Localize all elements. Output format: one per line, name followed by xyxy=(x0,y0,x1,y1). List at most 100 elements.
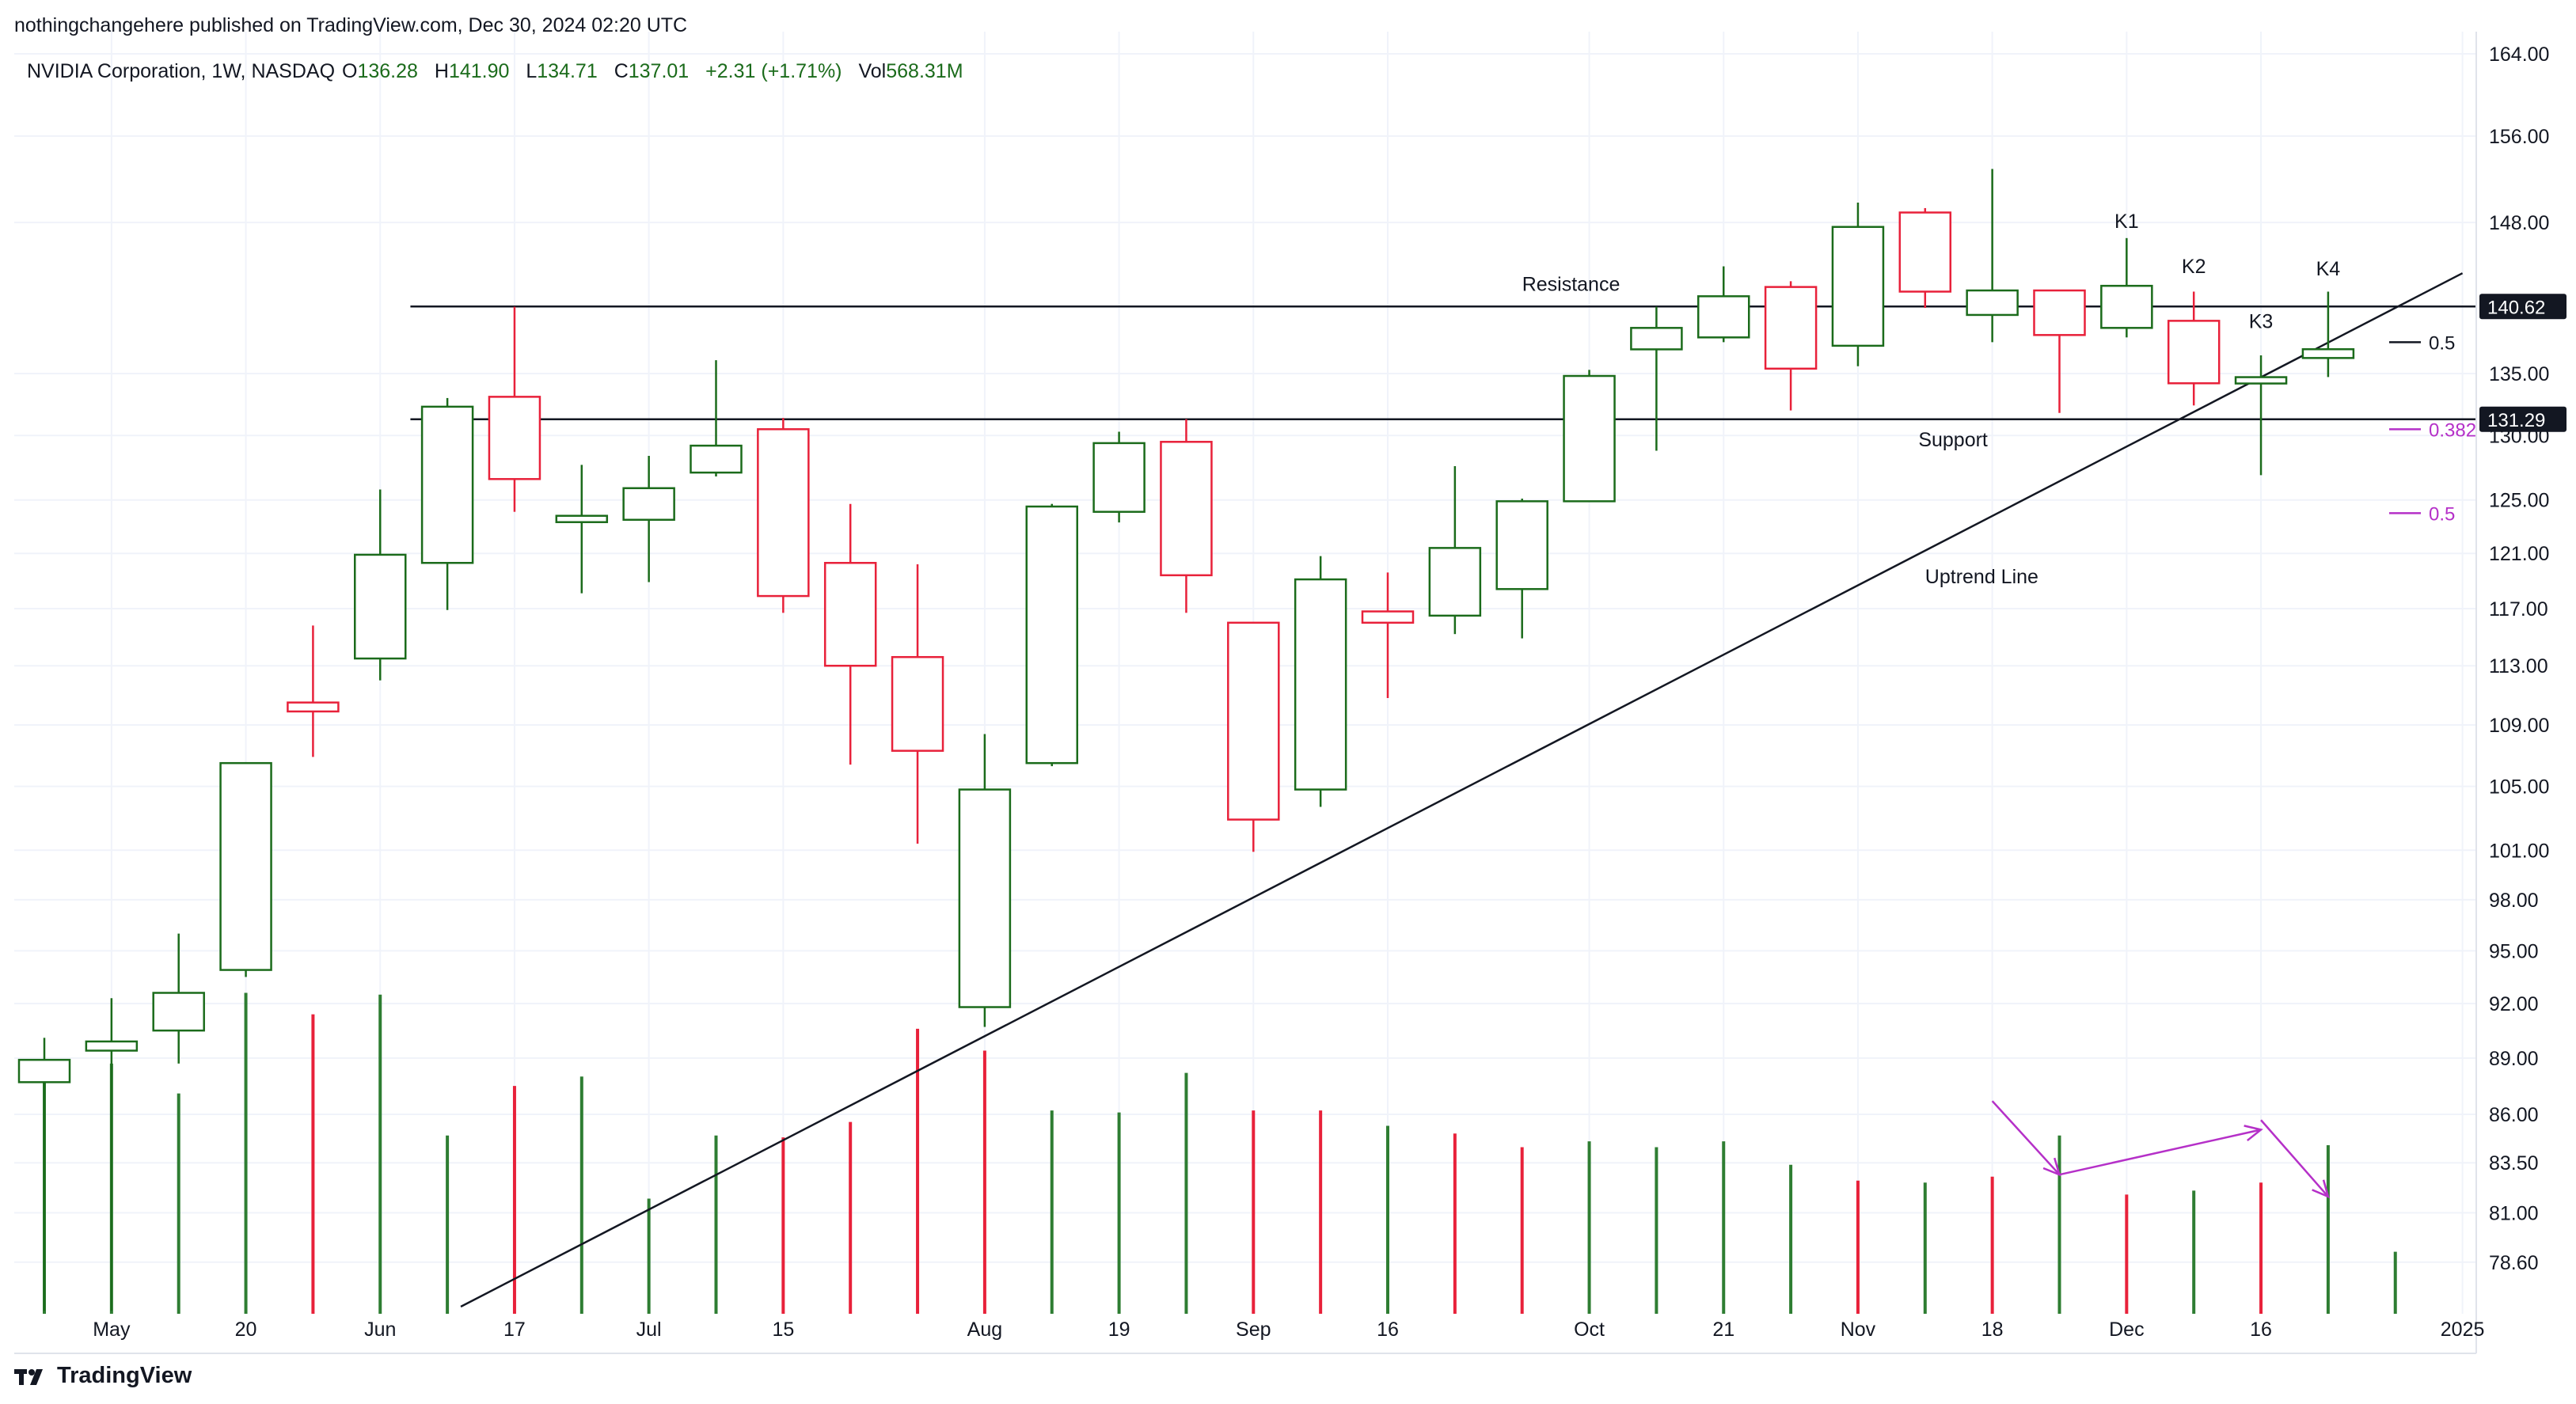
volume-bars xyxy=(43,992,2397,1314)
volume-arrow-shaft xyxy=(2059,1129,2262,1176)
price-tick-label: 121.00 xyxy=(2489,543,2549,565)
candle-body xyxy=(85,1040,139,1052)
candles xyxy=(17,169,2355,1311)
price-tick-label: 113.00 xyxy=(2489,655,2548,677)
volume-arrow-head xyxy=(2244,1125,2263,1142)
candle-body xyxy=(1361,610,1415,624)
candle-body xyxy=(757,428,810,598)
uptrend-line xyxy=(460,272,2464,1308)
candle-body xyxy=(219,761,272,971)
footer-brand: TradingView xyxy=(14,1363,192,1389)
trend-line: Uptrend Line xyxy=(460,272,2464,1308)
candle-body xyxy=(488,396,541,480)
candle-body xyxy=(420,405,474,564)
price-tick-label: 148.00 xyxy=(2489,212,2549,234)
price-tick-label: 89.00 xyxy=(2489,1048,2539,1070)
time-tick-label: Sep xyxy=(1236,1319,1271,1341)
candle-body xyxy=(1495,500,1548,590)
annotations: K1 K2 K3 K4 xyxy=(2114,211,2340,332)
price-tick-label: 92.00 xyxy=(2489,993,2539,1015)
candle-body xyxy=(690,444,743,474)
volume-arrow-head xyxy=(2312,1179,2330,1199)
fib-levels: 0.5 0.382 0.5 xyxy=(2389,332,2476,525)
trend-label: Uptrend Line xyxy=(1925,566,2038,588)
candle-body xyxy=(1764,286,1818,370)
volume-arrow-shaft xyxy=(1991,1100,2061,1176)
publisher-caption: nothingchangehere published on TradingVi… xyxy=(14,14,688,36)
candle-annotation: K4 xyxy=(2316,258,2341,280)
time-tick-label: Dec xyxy=(2109,1319,2144,1341)
candle-body xyxy=(17,1058,71,1083)
price-tick-label: 135.00 xyxy=(2489,363,2549,385)
fib-label: 0.5 xyxy=(2429,503,2455,525)
price-tick-label: 78.60 xyxy=(2489,1252,2539,1274)
candle-body xyxy=(2167,320,2221,385)
candle-body xyxy=(1831,226,1885,347)
price-tick-label: 125.00 xyxy=(2489,490,2549,512)
candle-annotation: K1 xyxy=(2114,211,2139,233)
price-tick-label: 101.00 xyxy=(2489,840,2549,862)
time-tick-label: Oct xyxy=(1574,1319,1605,1341)
ohlc-legend: NVIDIA Corporation, 1W, NASDAQ O136.28 H… xyxy=(27,60,963,82)
time-tick-label: 17 xyxy=(503,1319,526,1341)
candle-annotation: K3 xyxy=(2249,310,2274,332)
candle-annotation: K2 xyxy=(2182,256,2206,278)
volume-arrows xyxy=(1991,1100,2330,1199)
fib-label: 0.5 xyxy=(2429,332,2455,354)
time-tick-label: Jun xyxy=(364,1319,396,1341)
candle-body xyxy=(1697,295,1750,339)
time-tick-label: 15 xyxy=(772,1319,794,1341)
candle-body xyxy=(1092,442,1146,513)
price-tick-label: 95.00 xyxy=(2489,940,2539,962)
time-tick-label: 21 xyxy=(1712,1319,1734,1341)
time-tick-label: Jul xyxy=(636,1319,662,1341)
candle-body xyxy=(823,562,877,667)
candle-body xyxy=(1428,547,1482,617)
ohlc-values: O136.28 H141.90 L134.71 C137.01 +2.31 (+… xyxy=(342,60,963,82)
candle-body xyxy=(2234,376,2288,385)
candle-body xyxy=(1227,621,1280,821)
price-tick-label: 86.00 xyxy=(2489,1104,2539,1126)
candle-body xyxy=(891,655,944,752)
candle-body xyxy=(1563,374,1616,503)
price-tick-label: 130.00 xyxy=(2489,425,2549,447)
time-tick-label: 20 xyxy=(235,1319,257,1341)
time-tick-label: 18 xyxy=(1981,1319,2004,1341)
time-tick-label: 16 xyxy=(1377,1319,1399,1341)
candle-body xyxy=(622,487,675,522)
time-tick-label: 19 xyxy=(1108,1319,1130,1341)
time-tick-label: 16 xyxy=(2250,1319,2272,1341)
price-tick-label: 81.00 xyxy=(2489,1202,2539,1224)
horizontal-levels: Resistance 140.62 Support 131.29 xyxy=(410,273,2567,451)
candle-body xyxy=(1966,289,2019,317)
price-tick-label: 109.00 xyxy=(2489,715,2549,737)
candle-body xyxy=(1025,505,1078,765)
candle-body xyxy=(354,553,407,660)
fib-label: 0.382 xyxy=(2429,419,2476,441)
price-tick-label: 105.00 xyxy=(2489,776,2549,799)
candle-body xyxy=(555,514,609,523)
price-badge-text: 140.62 xyxy=(2487,297,2545,318)
price-tick-label: 98.00 xyxy=(2489,890,2539,912)
candle-body xyxy=(1160,441,1213,577)
candle-body xyxy=(2033,289,2086,336)
candle-body xyxy=(1294,578,1347,791)
time-tick-label: May xyxy=(93,1319,131,1341)
price-tick-label: 117.00 xyxy=(2489,598,2548,620)
time-tick-label: Nov xyxy=(1841,1319,1876,1341)
time-tick-label: Aug xyxy=(967,1319,1002,1341)
level-label: Support xyxy=(1918,429,1988,451)
price-badge xyxy=(2479,294,2567,320)
candle-body xyxy=(958,788,1012,1008)
price-tick-label: 164.00 xyxy=(2489,44,2549,66)
price-tick-label: 83.50 xyxy=(2489,1152,2539,1174)
volume-arrow-shaft xyxy=(2260,1119,2329,1197)
candle-body xyxy=(152,992,205,1032)
candle-body xyxy=(1898,211,1952,293)
candle-body xyxy=(1630,327,1683,351)
instrument-name: NVIDIA Corporation, 1W, NASDAQ xyxy=(27,60,335,82)
price-tick-label: 156.00 xyxy=(2489,126,2549,148)
time-axis: May 20 Jun 17 Jul 15 Aug 19 Sep 16 Oct 21 Nov 18 Dec 16… xyxy=(14,1319,2484,1354)
price-badge xyxy=(2479,406,2567,432)
